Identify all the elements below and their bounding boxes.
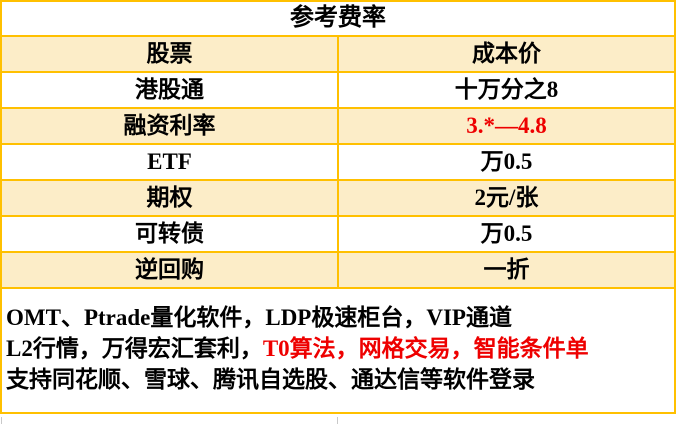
table-row: 股票 成本价 bbox=[2, 37, 674, 73]
notes-line-2-text: L2行情，万得宏汇套利， bbox=[6, 336, 263, 361]
notes-line-2-highlight: T0算法，网格交易，智能条件单 bbox=[262, 336, 589, 361]
below-table-strip bbox=[0, 417, 676, 424]
row-label: ETF bbox=[2, 145, 339, 179]
row-label: 期权 bbox=[2, 181, 339, 215]
page-title: 参考费率 bbox=[290, 5, 386, 31]
row-value: 万0.5 bbox=[480, 149, 533, 174]
notes-line-3-text: 支持同花顺、雪球、腾讯自选股、通达信等软件登录 bbox=[6, 367, 535, 392]
table-row: ETF 万0.5 bbox=[2, 145, 674, 181]
gridline-remnant-bottom-left bbox=[1, 417, 2, 424]
row-value: 2元/张 bbox=[474, 185, 539, 210]
table-row: 逆回购 一折 bbox=[2, 253, 674, 289]
table-row: 港股通 十万分之8 bbox=[2, 73, 674, 109]
table-header-row: 参考费率 bbox=[2, 2, 674, 37]
row-value: 万0.5 bbox=[480, 221, 533, 246]
row-value: 成本价 bbox=[472, 41, 541, 66]
row-label: 港股通 bbox=[2, 73, 339, 107]
row-label: 股票 bbox=[2, 37, 339, 71]
table-row: 期权 2元/张 bbox=[2, 181, 674, 217]
row-value: 十万分之8 bbox=[454, 77, 559, 102]
table-row: 融资利率 3.*—4.8 bbox=[2, 109, 674, 145]
notes-line-1: OMT、Ptrade量化软件，LDP极速柜台，VIP通道 bbox=[6, 302, 670, 333]
row-label: 可转债 bbox=[2, 217, 339, 251]
row-label: 融资利率 bbox=[2, 109, 339, 143]
notes-block: OMT、Ptrade量化软件，LDP极速柜台，VIP通道 L2行情，万得宏汇套利… bbox=[2, 289, 674, 412]
fee-rate-table: 参考费率 股票 成本价 港股通 十万分之8 融资利率 3.*—4.8 ETF 万… bbox=[0, 0, 676, 414]
gridline-remnant-bottom bbox=[337, 417, 338, 424]
notes-line-3: 支持同花顺、雪球、腾讯自选股、通达信等软件登录 bbox=[6, 364, 670, 395]
row-value: 一折 bbox=[483, 257, 530, 282]
notes-line-2: L2行情，万得宏汇套利，T0算法，网格交易，智能条件单 bbox=[6, 333, 670, 364]
table-row: 可转债 万0.5 bbox=[2, 217, 674, 253]
row-label: 逆回购 bbox=[2, 253, 339, 287]
notes-line-1-text: OMT、Ptrade量化软件，LDP极速柜台，VIP通道 bbox=[6, 305, 512, 330]
row-value: 3.*—4.8 bbox=[466, 113, 547, 138]
